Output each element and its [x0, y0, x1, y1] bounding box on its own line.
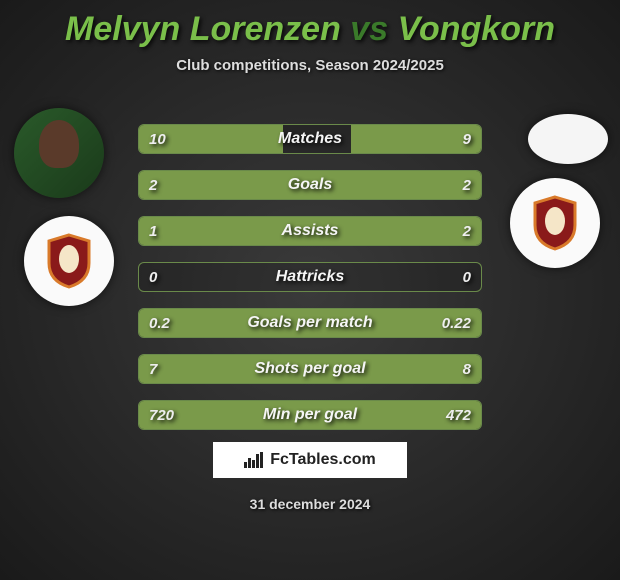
- stat-value-right: 9: [463, 125, 471, 153]
- comparison-title: Melvyn Lorenzen vs Vongkorn: [0, 0, 620, 49]
- stat-label: Assists: [139, 217, 481, 245]
- stat-row: 10Matches9: [138, 124, 482, 154]
- stat-label: Goals: [139, 171, 481, 199]
- stat-row: 0Hattricks0: [138, 262, 482, 292]
- stat-row: 1Assists2: [138, 216, 482, 246]
- subtitle: Club competitions, Season 2024/2025: [0, 57, 620, 74]
- stat-label: Goals per match: [139, 309, 481, 337]
- shield-icon: [45, 233, 93, 289]
- stat-row: 7Shots per goal8: [138, 354, 482, 384]
- stat-value-right: 0.22: [442, 309, 471, 337]
- stat-row: 2Goals2: [138, 170, 482, 200]
- stat-label: Matches: [139, 125, 481, 153]
- date-text: 31 december 2024: [0, 496, 620, 512]
- stat-value-right: 0: [463, 263, 471, 291]
- vs-text: vs: [350, 10, 388, 48]
- player1-avatar: [14, 108, 104, 198]
- player1-club-badge: [24, 216, 114, 306]
- branding-text: FcTables.com: [270, 451, 376, 469]
- player2-name: Vongkorn: [398, 10, 555, 48]
- player1-name: Melvyn Lorenzen: [65, 10, 341, 48]
- stat-label: Min per goal: [139, 401, 481, 429]
- player2-avatar: [528, 114, 608, 164]
- stat-row: 720Min per goal472: [138, 400, 482, 430]
- stat-value-right: 8: [463, 355, 471, 383]
- branding-box[interactable]: FcTables.com: [213, 442, 407, 478]
- player2-club-badge: [510, 178, 600, 268]
- stat-value-right: 2: [463, 217, 471, 245]
- stat-label: Shots per goal: [139, 355, 481, 383]
- stat-row: 0.2Goals per match0.22: [138, 308, 482, 338]
- chart-icon: [244, 452, 264, 468]
- stats-container: 10Matches92Goals21Assists20Hattricks00.2…: [138, 124, 482, 446]
- stat-value-right: 472: [446, 401, 471, 429]
- stat-label: Hattricks: [139, 263, 481, 291]
- shield-icon: [531, 195, 579, 251]
- stat-value-right: 2: [463, 171, 471, 199]
